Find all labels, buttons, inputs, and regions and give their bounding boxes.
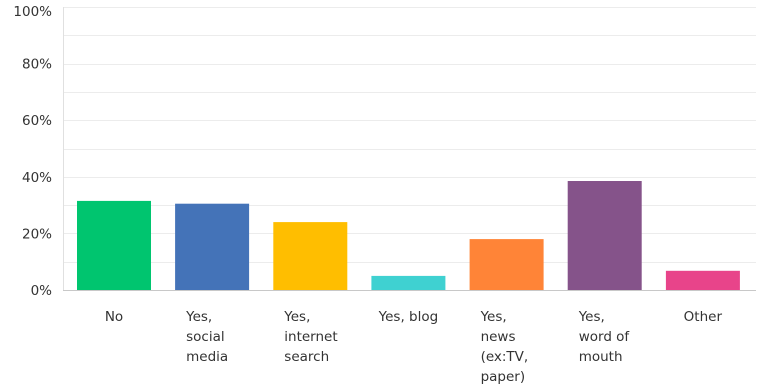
- x-tick-label: Other: [684, 309, 723, 325]
- bar: [665, 270, 740, 290]
- y-tick-label: 40%: [22, 170, 52, 186]
- bar: [175, 203, 250, 290]
- y-tick-label: 60%: [22, 113, 52, 129]
- bar: [273, 222, 348, 290]
- y-tick-label: 0%: [31, 283, 53, 299]
- x-axis-labels: No Yes, social media Yes, internet search Yes, …: [105, 309, 723, 385]
- x-tick-label: Yes, social media: [185, 309, 228, 365]
- x-tick-label: Yes, word of mouth: [578, 309, 631, 365]
- x-tick-label: Yes, blog: [378, 309, 439, 325]
- bar: [567, 181, 642, 290]
- bar: [77, 200, 151, 290]
- x-tick-label: No: [105, 309, 123, 325]
- bars: [77, 181, 740, 290]
- bar: [371, 275, 446, 290]
- x-tick-label: Yes, internet search: [283, 309, 337, 365]
- y-tick-label: 80%: [22, 57, 52, 73]
- gridlines: [63, 7, 756, 291]
- y-tick-label: 20%: [22, 226, 52, 242]
- y-tick-label: 100%: [13, 4, 52, 20]
- y-axis-ticks: 0% 20% 40% 60% 80% 100%: [13, 4, 52, 299]
- x-tick-label: Yes, news (ex:TV, paper): [480, 309, 529, 385]
- bar: [469, 239, 544, 290]
